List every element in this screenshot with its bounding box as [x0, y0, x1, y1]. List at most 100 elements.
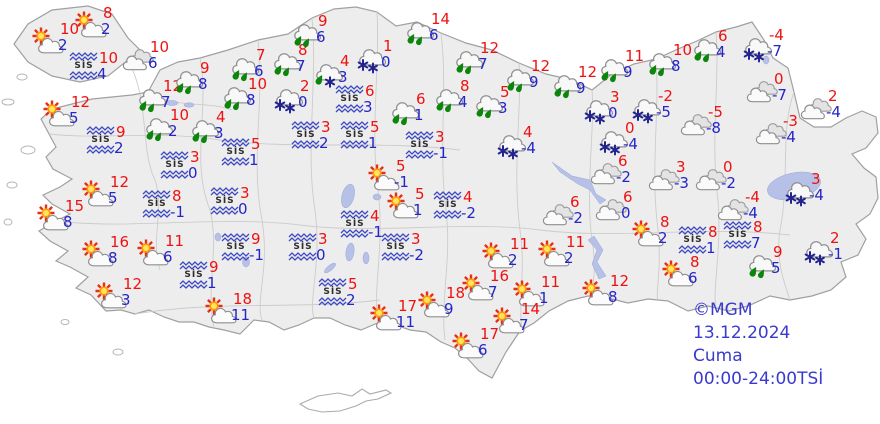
- fog-label: SİS: [438, 200, 458, 210]
- low-temp: -2: [616, 168, 631, 186]
- high-temp: 4: [340, 52, 350, 70]
- watermark-date: 13.12.2024: [693, 323, 791, 343]
- low-temp: 7: [478, 55, 488, 73]
- high-temp: 5: [251, 135, 261, 153]
- high-temp: 12: [110, 173, 130, 191]
- high-temp: 9: [200, 59, 210, 77]
- fog-label: SİS: [165, 160, 185, 170]
- low-temp: 0: [381, 53, 391, 71]
- high-temp: 12: [578, 63, 598, 81]
- fog-icon: SİS: [210, 187, 240, 215]
- high-temp: 0: [723, 158, 733, 176]
- low-temp: -2: [568, 209, 583, 227]
- high-temp: 2: [830, 229, 840, 247]
- map-region-cyprus: [298, 388, 393, 413]
- low-temp: 3: [363, 98, 373, 116]
- low-temp: -4: [743, 204, 758, 222]
- high-temp: 8: [172, 187, 182, 205]
- low-temp: -4: [623, 135, 638, 153]
- high-temp: 6: [570, 193, 580, 211]
- high-temp: 18: [446, 284, 466, 302]
- high-temp: 0: [774, 70, 784, 88]
- fog-label: SİS: [323, 287, 343, 297]
- low-temp: -4: [521, 139, 536, 157]
- low-temp: 5: [771, 259, 781, 277]
- low-temp: 4: [97, 65, 107, 83]
- low-temp: 6: [478, 341, 488, 359]
- high-temp: 4: [463, 188, 473, 206]
- low-temp: 1: [706, 239, 716, 257]
- low-temp: 8: [671, 57, 681, 75]
- low-temp: 11: [396, 313, 416, 331]
- low-temp: 9: [529, 73, 539, 91]
- high-temp: 8: [753, 218, 763, 236]
- fog-label: SİS: [74, 61, 94, 71]
- fog-icon: SİS: [335, 85, 365, 113]
- low-temp: 7: [296, 57, 306, 75]
- high-temp: 16: [110, 233, 130, 251]
- low-temp: 7: [751, 234, 761, 252]
- low-temp: 1: [368, 134, 378, 152]
- low-temp: 8: [198, 75, 208, 93]
- high-temp: 17: [398, 297, 418, 315]
- fog-icon: SİS: [179, 261, 209, 289]
- watermark: ©MGM 13.12.2024 Cuma 00:00-24:00TSİ: [693, 299, 823, 391]
- high-temp: 16: [490, 267, 510, 285]
- high-temp: 7: [256, 46, 266, 64]
- low-temp: 2: [319, 134, 329, 152]
- low-temp: 0: [188, 164, 198, 182]
- high-temp: 9: [773, 243, 783, 261]
- high-temp: 11: [165, 232, 185, 250]
- low-temp: 1: [207, 274, 217, 292]
- high-temp: 9: [116, 123, 126, 141]
- low-temp: 4: [716, 43, 726, 61]
- low-temp: 6: [254, 62, 264, 80]
- high-temp: 8: [660, 213, 670, 231]
- high-temp: 4: [370, 207, 380, 225]
- fog-label: SİS: [147, 199, 167, 209]
- low-temp: 7: [519, 316, 529, 334]
- low-temp: 6: [163, 248, 173, 266]
- low-temp: 2: [114, 139, 124, 157]
- fog-icon: SİS: [288, 233, 318, 261]
- high-temp: 5: [348, 275, 358, 293]
- high-temp: 8: [690, 253, 700, 271]
- high-temp: 12: [531, 57, 551, 75]
- high-temp: 3: [411, 230, 421, 248]
- low-temp: 9: [623, 63, 633, 81]
- fog-label: SİS: [226, 147, 246, 157]
- low-temp: 2: [658, 229, 668, 247]
- high-temp: 8: [298, 41, 308, 59]
- fog-label: SİS: [340, 94, 360, 104]
- low-temp: -4: [781, 128, 796, 146]
- low-temp: -7: [772, 86, 787, 104]
- fog-label: SİS: [215, 196, 235, 206]
- fog-label: SİS: [293, 242, 313, 252]
- high-temp: 10: [150, 38, 170, 56]
- fog-label: SİS: [386, 242, 406, 252]
- low-temp: 2: [564, 249, 574, 267]
- high-temp: 3: [318, 230, 328, 248]
- high-temp: -4: [745, 188, 760, 206]
- fog-label: SİS: [345, 130, 365, 140]
- high-temp: 6: [623, 188, 633, 206]
- low-temp: 6: [148, 54, 158, 72]
- high-temp: 5: [500, 83, 510, 101]
- high-temp: 4: [523, 123, 533, 141]
- fog-label: SİS: [296, 130, 316, 140]
- high-temp: -2: [658, 87, 673, 105]
- low-temp: 8: [246, 91, 256, 109]
- fog-label: SİS: [728, 230, 748, 240]
- low-temp: -4: [826, 103, 841, 121]
- low-temp: -1: [394, 173, 409, 191]
- high-temp: 2: [300, 77, 310, 95]
- fog-label: SİS: [345, 219, 365, 229]
- fog-icon: SİS: [160, 151, 190, 179]
- fog-icon: SİS: [221, 233, 251, 261]
- high-temp: 6: [365, 82, 375, 100]
- low-temp: 8: [63, 213, 73, 231]
- low-temp: 6: [316, 28, 326, 46]
- low-temp: 6: [688, 269, 698, 287]
- low-temp: 0: [316, 246, 326, 264]
- fog-label: SİS: [410, 140, 430, 150]
